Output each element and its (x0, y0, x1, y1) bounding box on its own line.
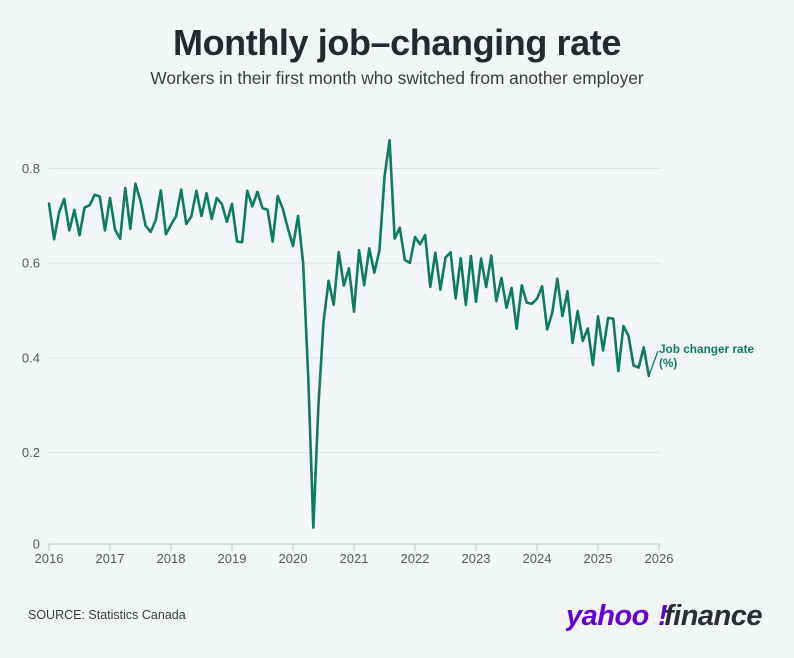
svg-text:2024: 2024 (523, 551, 552, 566)
svg-text:2026: 2026 (645, 551, 674, 566)
svg-text:2018: 2018 (157, 551, 186, 566)
svg-text:Job changer rate: Job changer rate (659, 342, 754, 356)
svg-text:2022: 2022 (401, 551, 430, 566)
svg-text:2017: 2017 (96, 551, 125, 566)
svg-text:2019: 2019 (218, 551, 247, 566)
svg-text:2023: 2023 (462, 551, 491, 566)
svg-text:0: 0 (33, 537, 40, 552)
svg-text:2025: 2025 (584, 551, 613, 566)
svg-text:0.4: 0.4 (22, 350, 40, 365)
svg-text:0.6: 0.6 (22, 256, 40, 271)
svg-text:2016: 2016 (35, 551, 64, 566)
svg-text:2020: 2020 (279, 551, 308, 566)
svg-text:(%): (%) (659, 356, 677, 370)
svg-text:0.8: 0.8 (22, 161, 40, 176)
svg-text:2021: 2021 (340, 551, 369, 566)
svg-text:0.2: 0.2 (22, 445, 40, 460)
